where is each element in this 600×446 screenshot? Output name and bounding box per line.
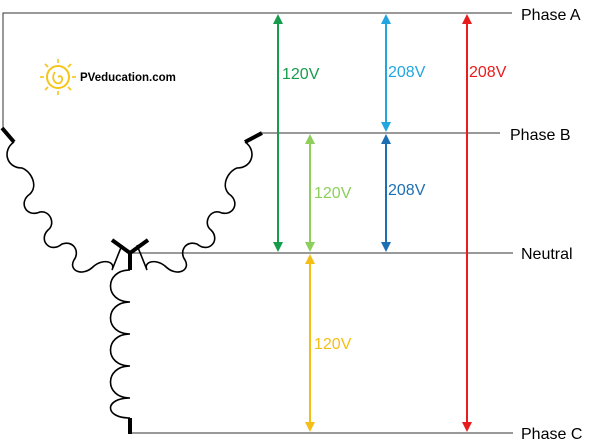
- voltage-label-b-neutral-blue: 208V: [388, 182, 426, 199]
- phase-a-label: Phase A: [521, 7, 581, 24]
- winding-terminals: [0, 126, 263, 434]
- bottom-winding-coil: [109, 269, 131, 419]
- pveducation-logo: PVeducation.com: [40, 59, 176, 95]
- phase-b-label: Phase B: [510, 127, 570, 144]
- phase-a-wire: [2, 12, 512, 128]
- voltage-label-a-c: 208V: [469, 64, 507, 81]
- voltage-label-a-neutral: 120V: [282, 66, 320, 83]
- neutral-label: Neutral: [521, 246, 573, 263]
- logo-text: PVeducation.com: [80, 72, 176, 84]
- voltage-label-b-neutral: 120V: [314, 185, 352, 202]
- voltage-label-neutral-c: 120V: [314, 336, 352, 353]
- phase-c-label: Phase C: [521, 426, 582, 443]
- right-winding-coil: [136, 141, 253, 273]
- voltage-label-a-b: 208V: [388, 64, 426, 81]
- left-winding-coil: [6, 141, 123, 273]
- sun-icon: [40, 59, 76, 95]
